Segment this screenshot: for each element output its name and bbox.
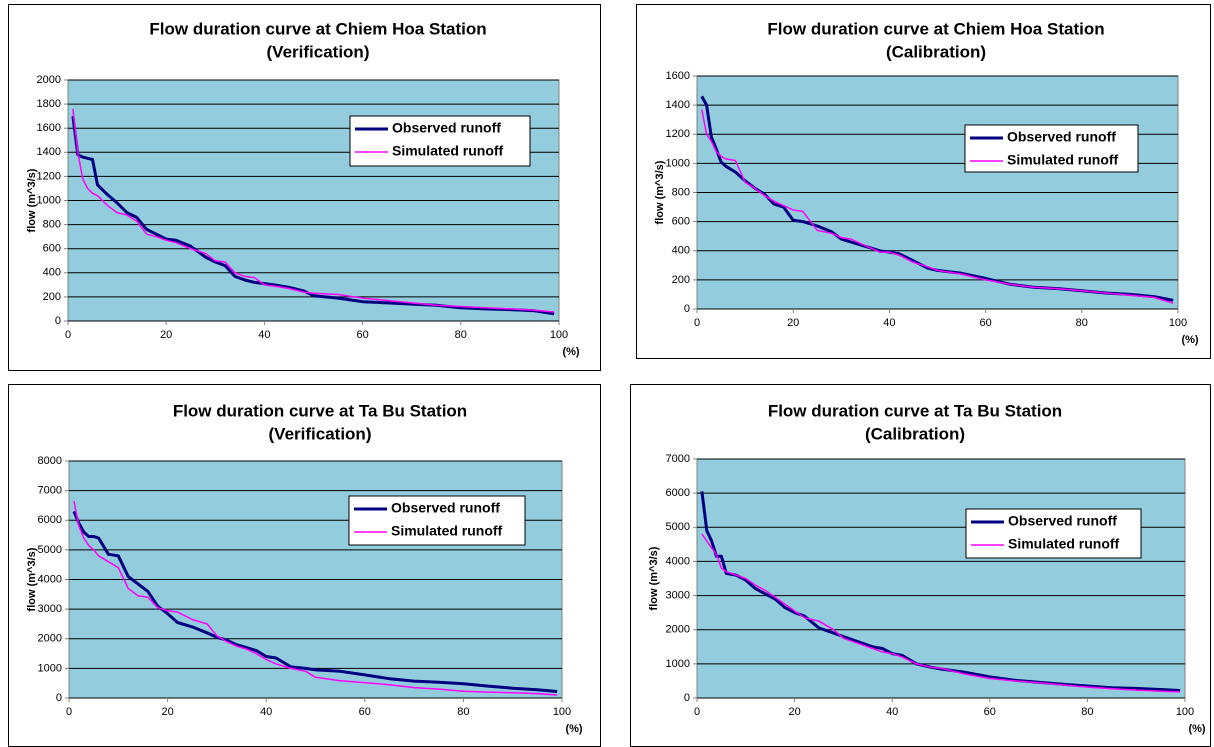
x-tick-label: 80 <box>457 706 469 718</box>
data-line <box>73 500 558 696</box>
y-tick-label: 800 <box>43 219 61 231</box>
y-axis-label: flow (m^3/s) <box>648 546 660 610</box>
y-axis-label: flow (m^3/s) <box>654 160 666 224</box>
y-tick-label: 1600 <box>37 122 61 134</box>
x-axis-label: (%) <box>562 346 579 358</box>
y-tick-label: 4000 <box>38 573 62 585</box>
legend-label: Observed runoff <box>1008 513 1117 529</box>
data-line <box>71 116 555 316</box>
y-tick-label: 5000 <box>666 521 690 533</box>
x-tick-label: 20 <box>788 706 800 718</box>
y-tick-label: 5000 <box>38 544 62 556</box>
y-tick-label: 6000 <box>38 514 62 526</box>
y-tick-label: 0 <box>684 692 690 704</box>
x-tick-label: 0 <box>694 317 700 329</box>
x-tick-label: 60 <box>979 317 991 329</box>
x-tick-label: 80 <box>455 329 467 341</box>
legend <box>965 508 1142 559</box>
y-tick-label: 4000 <box>666 555 690 567</box>
data-line <box>72 108 555 313</box>
x-tick-label: 40 <box>258 329 270 341</box>
x-tick-label: 40 <box>883 317 895 329</box>
x-tick-label: 40 <box>886 706 898 718</box>
y-tick-label: 200 <box>43 291 61 303</box>
y-tick-label: 1400 <box>37 146 61 158</box>
y-tick-label: 1000 <box>37 194 61 206</box>
x-tick-label: 60 <box>359 706 371 718</box>
data-line <box>701 533 1181 693</box>
y-tick-label: 1000 <box>38 662 62 674</box>
y-tick-label: 1000 <box>666 658 690 670</box>
legend-label: Simulated runoff <box>391 523 503 539</box>
chart-title: Flow duration curve at Ta Bu Station <box>173 401 467 420</box>
legend <box>964 124 1139 173</box>
y-tick-label: 200 <box>672 274 690 286</box>
y-tick-label: 6000 <box>666 487 690 499</box>
x-tick-label: 100 <box>553 706 571 718</box>
y-tick-label: 1800 <box>37 98 61 110</box>
x-tick-label: 20 <box>160 329 172 341</box>
x-tick-label: 80 <box>1076 317 1088 329</box>
y-tick-label: 8000 <box>38 455 62 467</box>
x-tick-label: 0 <box>694 706 700 718</box>
x-tick-label: 0 <box>66 706 72 718</box>
chart-title: Flow duration curve at Chiem Hoa Station <box>767 19 1104 38</box>
y-tick-label: 400 <box>672 245 690 257</box>
y-tick-label: 600 <box>43 243 61 255</box>
x-tick-label: 60 <box>984 706 996 718</box>
y-tick-label: 400 <box>43 267 61 279</box>
y-tick-label: 1200 <box>666 128 690 140</box>
y-tick-label: 7000 <box>38 485 62 497</box>
legend-label: Observed runoff <box>391 500 500 516</box>
y-tick-label: 0 <box>56 692 62 704</box>
chart-subtitle: (Verification) <box>269 424 372 443</box>
legend <box>348 495 526 546</box>
legend-label: Simulated runoff <box>1008 536 1120 552</box>
chart-subtitle: (Calibration) <box>886 42 986 61</box>
x-tick-label: 20 <box>787 317 799 329</box>
chart-title: Flow duration curve at Ta Bu Station <box>768 401 1062 420</box>
x-tick-label: 60 <box>356 329 368 341</box>
y-tick-label: 800 <box>672 186 690 198</box>
x-axis-label: (%) <box>1181 334 1198 346</box>
chart-title: Flow duration curve at Chiem Hoa Station <box>149 19 486 38</box>
y-tick-label: 3000 <box>666 589 690 601</box>
x-tick-label: 20 <box>161 706 173 718</box>
y-tick-label: 1400 <box>666 99 690 111</box>
legend-label: Observed runoff <box>392 120 501 136</box>
y-tick-label: 2000 <box>38 633 62 645</box>
x-tick-label: 0 <box>65 329 71 341</box>
y-tick-label: 600 <box>672 216 690 228</box>
y-tick-label: 7000 <box>666 453 690 465</box>
data-line <box>701 109 1174 304</box>
y-tick-label: 1200 <box>37 170 61 182</box>
x-axis-label: (%) <box>1188 723 1205 735</box>
x-tick-label: 100 <box>1169 317 1187 329</box>
x-tick-label: 40 <box>260 706 272 718</box>
x-tick-label: 100 <box>1176 706 1194 718</box>
chart-subtitle: (Verification) <box>267 42 370 61</box>
y-tick-label: 0 <box>684 303 690 315</box>
data-line <box>72 510 558 693</box>
y-tick-label: 2000 <box>666 624 690 636</box>
y-axis-label: flow (m^3/s) <box>26 168 38 232</box>
x-tick-label: 80 <box>1081 706 1093 718</box>
chart-subtitle: (Calibration) <box>865 424 965 443</box>
legend-label: Observed runoff <box>1007 129 1116 145</box>
y-tick-label: 1000 <box>666 157 690 169</box>
legend <box>349 115 531 167</box>
x-tick-label: 100 <box>550 329 568 341</box>
y-tick-label: 3000 <box>38 603 62 615</box>
y-axis-label: flow (m^3/s) <box>26 547 38 611</box>
plot-area <box>696 458 1186 699</box>
legend-label: Simulated runoff <box>392 143 504 159</box>
legend-label: Simulated runoff <box>1007 152 1119 168</box>
x-axis-label: (%) <box>565 723 582 735</box>
y-tick-label: 1600 <box>666 70 690 82</box>
y-tick-label: 0 <box>55 315 61 327</box>
y-tick-label: 2000 <box>37 74 61 86</box>
